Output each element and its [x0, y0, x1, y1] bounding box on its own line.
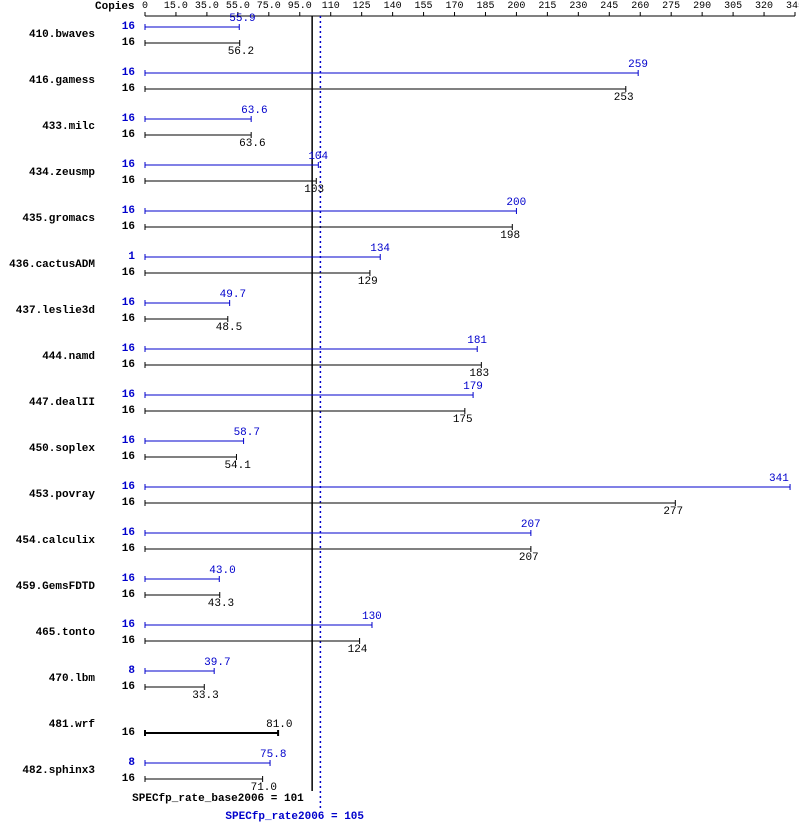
base-copies: 16 [0, 175, 135, 187]
peak-value-label: 104 [308, 151, 328, 163]
base-copies: 16 [0, 83, 135, 95]
peak-copies: 16 [0, 159, 135, 171]
base-value-label: 43.3 [208, 598, 234, 610]
peak-value-label: 49.7 [220, 289, 246, 301]
peak-copies: 8 [0, 665, 135, 677]
base-value-label: 71.0 [251, 782, 277, 794]
peak-copies: 16 [0, 67, 135, 79]
x-tick-label: 290 [688, 1, 716, 12]
x-tick-label: 140 [379, 1, 407, 12]
x-tick-label: 75.0 [255, 1, 283, 12]
peak-value-label: 341 [769, 473, 789, 485]
base-value-label: 56.2 [228, 46, 254, 58]
peak-copies: 16 [0, 205, 135, 217]
base-value-label: 129 [358, 276, 378, 288]
base-copies: 16 [0, 681, 135, 693]
x-tick-label: 125 [348, 1, 376, 12]
peak-copies: 16 [0, 389, 135, 401]
x-tick-label: 170 [441, 1, 469, 12]
peak-value-label: 63.6 [241, 105, 267, 117]
x-tick-label: 95.0 [286, 1, 314, 12]
base-value-label: 54.1 [224, 460, 250, 472]
base-value-label: 81.0 [266, 719, 292, 731]
peak-value-label: 58.7 [234, 427, 260, 439]
peak-copies: 16 [0, 21, 135, 33]
base-value-label: 183 [469, 368, 489, 380]
x-tick-label: 305 [719, 1, 747, 12]
x-tick-label: 245 [595, 1, 623, 12]
base-copies: 16 [0, 543, 135, 555]
peak-copies: 8 [0, 757, 135, 769]
base-copies: 16 [0, 359, 135, 371]
peak-value-label: 179 [463, 381, 483, 393]
base-value-label: 277 [663, 506, 683, 518]
base-copies: 16 [0, 313, 135, 325]
peak-value-label: 130 [362, 611, 382, 623]
base-copies: 16 [0, 589, 135, 601]
peak-value-label: 75.8 [260, 749, 286, 761]
base-value-label: 207 [519, 552, 539, 564]
peak-value-label: 207 [521, 519, 541, 531]
peak-copies: 16 [0, 297, 135, 309]
peak-copies: 16 [0, 527, 135, 539]
base-copies: 16 [0, 497, 135, 509]
base-value-label: 175 [453, 414, 473, 426]
x-tick-label: 110 [317, 1, 345, 12]
x-tick-label: 200 [502, 1, 530, 12]
x-tick-label: 275 [657, 1, 685, 12]
base-copies: 16 [0, 405, 135, 417]
base-copies: 16 [0, 221, 135, 233]
peak-copies: 16 [0, 343, 135, 355]
x-tick-label: 15.0 [162, 1, 190, 12]
peak-copies: 16 [0, 113, 135, 125]
base-value-label: 48.5 [216, 322, 242, 334]
copies-header: Copies [95, 1, 135, 13]
base-value-label: 103 [304, 184, 324, 196]
x-tick-label: 35.0 [193, 1, 221, 12]
x-tick-label: 345 [781, 1, 799, 12]
peak-value-label: 259 [628, 59, 648, 71]
base-value-label: 198 [500, 230, 520, 242]
x-tick-label: 320 [750, 1, 778, 12]
peak-copies: 16 [0, 573, 135, 585]
peak-value-label: 181 [467, 335, 487, 347]
base-copies: 16 [0, 267, 135, 279]
base-copies: 16 [0, 727, 135, 739]
peak-copies: 16 [0, 481, 135, 493]
base-copies: 16 [0, 37, 135, 49]
peak-value-label: 43.0 [209, 565, 235, 577]
peak-copies: 16 [0, 435, 135, 447]
peak-copies: 1 [0, 251, 135, 263]
base-value-label: 253 [614, 92, 634, 104]
base-value-label: 124 [348, 644, 368, 656]
base-value-label: 63.6 [239, 138, 265, 150]
base-copies: 16 [0, 773, 135, 785]
x-tick-label: 55.0 [224, 1, 252, 12]
peak-value-label: 55.9 [229, 13, 255, 25]
x-tick-label: 230 [564, 1, 592, 12]
base-value-label: 33.3 [192, 690, 218, 702]
peak-copies: 16 [0, 619, 135, 631]
peak-ref-label: SPECfp_rate2006 = 105 [225, 811, 364, 823]
base-copies: 16 [0, 129, 135, 141]
base-ref-label: SPECfp_rate_base2006 = 101 [132, 793, 304, 805]
x-tick-label: 155 [410, 1, 438, 12]
base-copies: 16 [0, 635, 135, 647]
x-tick-label: 0 [131, 1, 159, 12]
x-tick-label: 185 [471, 1, 499, 12]
x-tick-label: 215 [533, 1, 561, 12]
peak-value-label: 134 [370, 243, 390, 255]
base-copies: 16 [0, 451, 135, 463]
peak-value-label: 200 [506, 197, 526, 209]
x-tick-label: 260 [626, 1, 654, 12]
spec-rate-chart: 015.035.055.075.095.01101251401551701852… [0, 0, 799, 831]
peak-value-label: 39.7 [204, 657, 230, 669]
